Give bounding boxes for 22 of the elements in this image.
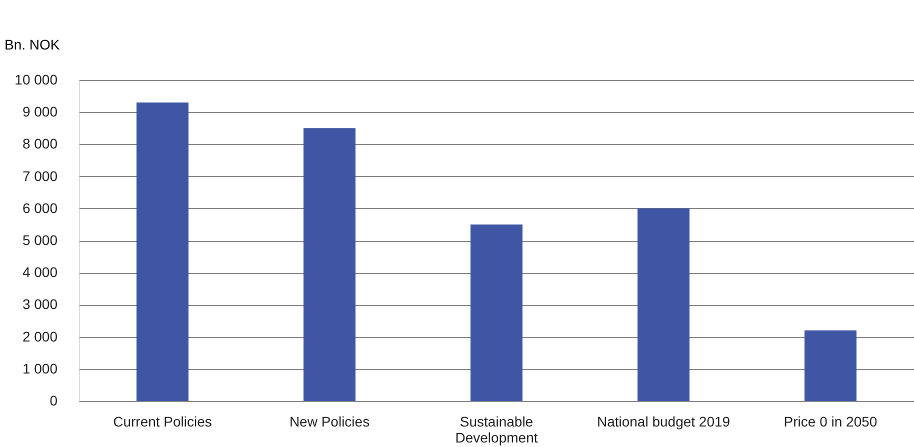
y-tick-label: 9 000 — [22, 104, 58, 120]
y-tick-label: 2 000 — [22, 328, 58, 344]
x-tick-label: National budget 2019 — [596, 414, 730, 430]
y-tick-label: 8 000 — [22, 136, 58, 152]
bar — [470, 224, 522, 401]
y-axis-title: Bn. NOK — [4, 36, 60, 52]
y-tick-label: 4 000 — [22, 264, 58, 280]
x-tick-label: Price 0 in 2050 — [784, 414, 878, 430]
y-tick-label: 5 000 — [22, 232, 58, 248]
y-tick-label: 6 000 — [22, 200, 58, 216]
x-tick-label: New Policies — [289, 414, 370, 430]
x-tick-label: Current Policies — [113, 414, 212, 430]
bar — [638, 208, 690, 401]
y-tick-label: 7 000 — [22, 168, 58, 184]
bar — [804, 330, 856, 401]
bar — [136, 102, 188, 401]
y-tick-label: 0 — [50, 392, 58, 408]
y-tick-label: 3 000 — [22, 296, 58, 312]
y-tick-label: 10 000 — [14, 72, 58, 88]
y-tick-label: 1 000 — [22, 360, 58, 376]
bar — [304, 128, 356, 401]
x-tick-label: Sustainable Development — [455, 414, 538, 446]
